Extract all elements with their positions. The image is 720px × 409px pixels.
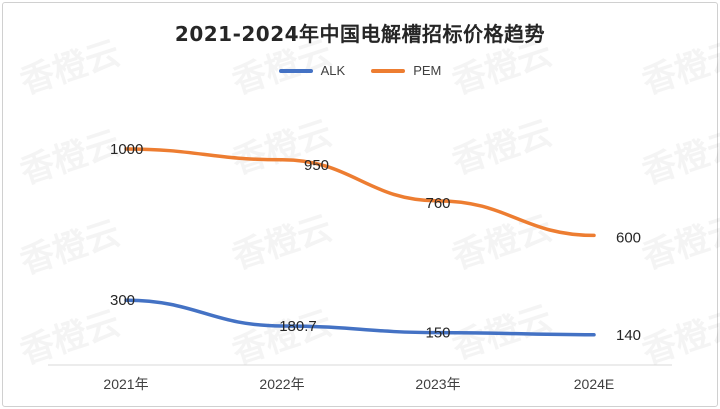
legend-label-pem: PEM bbox=[413, 63, 442, 78]
data-label-pem: 950 bbox=[304, 157, 329, 174]
chart-title: 2021-2024年中国电解槽招标价格趋势 bbox=[174, 22, 546, 46]
data-label-alk: 180.7 bbox=[279, 318, 317, 335]
series-line-pem bbox=[124, 147, 596, 238]
data-label-pem: 600 bbox=[616, 229, 641, 246]
legend-item-pem: PEM bbox=[371, 63, 441, 78]
legend-label-alk: ALK bbox=[320, 63, 346, 78]
legend-swatch-pem bbox=[371, 68, 406, 73]
data-label-pem: 760 bbox=[425, 195, 450, 212]
data-label-alk: 140 bbox=[616, 327, 641, 344]
x-tick-label: 2022年 bbox=[259, 376, 304, 392]
series-line-alk bbox=[124, 298, 596, 337]
x-tick-label: 2024E bbox=[574, 376, 614, 392]
data-label-alk: 300 bbox=[110, 292, 135, 309]
legend-item-alk: ALK bbox=[278, 63, 346, 78]
legend-swatch-alk bbox=[278, 68, 313, 73]
x-tick-label: 2021年 bbox=[103, 376, 148, 392]
data-label-alk: 150 bbox=[425, 325, 450, 342]
chart-legend: ALK PEM bbox=[0, 63, 720, 78]
x-tick-label: 2023年 bbox=[415, 376, 460, 392]
data-label-pem: 1000 bbox=[110, 141, 143, 158]
